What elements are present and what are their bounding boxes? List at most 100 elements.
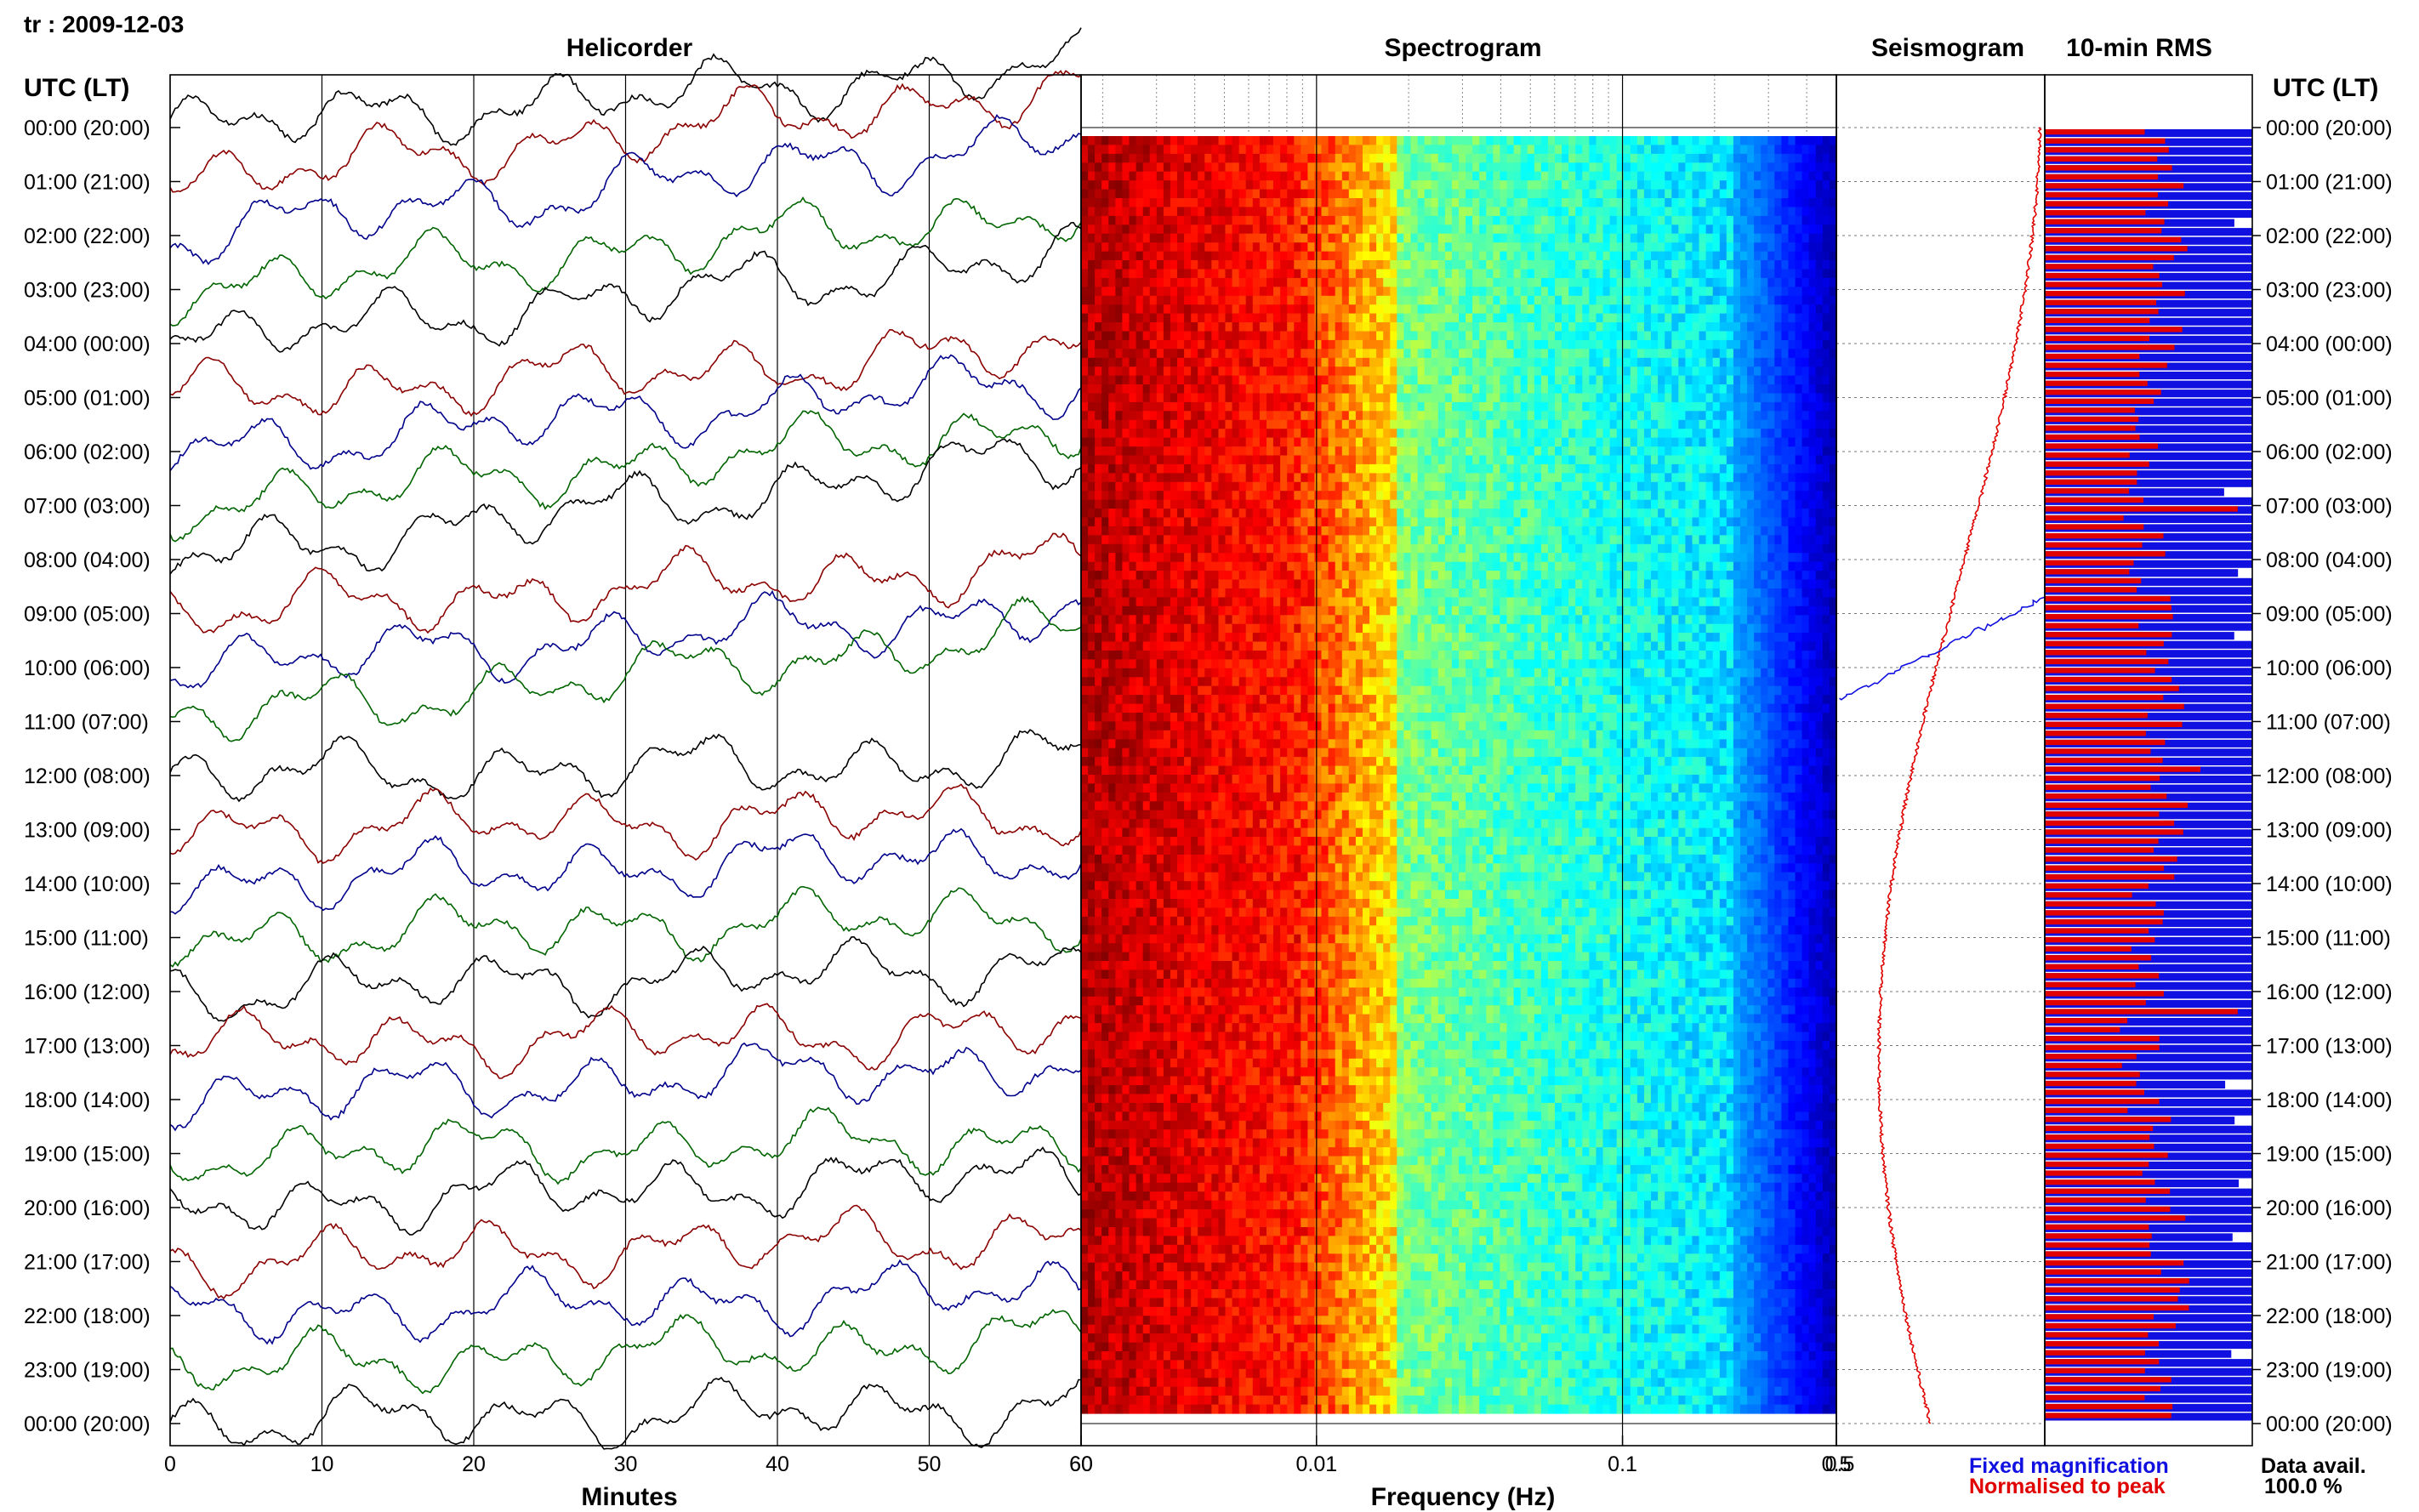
spectrogram-cell [1699,509,1707,519]
spectrogram-cell [1198,375,1205,385]
spectrogram-cell [1562,509,1569,519]
spectrogram-cell [1266,233,1274,243]
spectrogram-cell [1575,233,1583,243]
spectrogram-cell [1767,339,1775,350]
spectrogram-cell [1301,463,1308,474]
spectrogram-cell [1431,269,1439,279]
spectrogram-cell [1671,375,1679,385]
spectrogram-cell [1795,491,1803,501]
spectrogram-cell [1459,349,1466,359]
spectrogram-cell [1726,499,1734,509]
spectrogram-cell [1431,304,1439,315]
spectrogram-cell [1335,499,1343,509]
spectrogram-cell [1252,287,1261,297]
spectrogram-cell [1355,499,1363,509]
spectrogram-cell [1266,225,1274,235]
spectrogram-cell [1218,304,1227,315]
spectrogram-cell [1747,401,1755,412]
spectrogram-cell [1232,393,1240,403]
page-title: tr : 2009-12-03 [24,11,184,37]
spectrogram-cell [1301,277,1308,287]
spectrogram-cell [1266,375,1274,385]
spectrogram-cell [1665,287,1672,297]
spectrogram-cell [1095,357,1102,367]
spectrogram-cell [1184,384,1192,395]
spectrogram-cell [1198,145,1205,155]
spectrogram-cell [1829,189,1837,199]
spectrogram-cell [1602,367,1611,377]
helicorder-trace [169,1376,1081,1450]
spectrogram-cell [1671,357,1679,367]
spectrogram-cell [1705,162,1714,173]
spectrogram-cell [1328,225,1336,235]
spectrogram-cell [1616,517,1625,527]
spectrogram-cell [1466,153,1473,163]
spectrogram-cell [1088,375,1096,385]
spectrogram-cell [1403,225,1412,235]
spectrogram-cell [1540,171,1549,181]
spectrogram-cell [1829,339,1837,350]
spectrogram-cell [1431,233,1439,243]
spectrogram-cell [1671,207,1679,217]
spectrogram-cell [1101,215,1109,225]
spectrogram-cell [1740,481,1748,492]
spectrogram-cell [1705,207,1714,217]
spectrogram-cell [1609,207,1618,217]
spectrogram-cell [1266,269,1274,279]
spectrogram-cell [1582,419,1590,429]
spectrogram-cell [1431,207,1439,217]
spectrogram-cell [1437,260,1446,270]
spectrogram-cell [1397,349,1404,359]
spectrogram-cell [1238,189,1247,199]
spectrogram-cell [1678,455,1686,465]
spectrogram-cell [1767,517,1775,527]
spectrogram-cell [1479,331,1487,341]
spectrogram-cell [1520,375,1528,385]
spectrogram-cell [1616,375,1625,385]
spectrogram-cell [1301,481,1308,492]
spectrogram-cell [1829,153,1837,163]
spectrogram-cell [1795,349,1803,359]
spectrogram-cell [1623,463,1631,474]
spectrogram-cell [1472,401,1480,412]
spectrogram-cell [1767,287,1775,297]
spectrogram-cell [1630,349,1638,359]
spectrogram-cell [1129,136,1137,145]
spectrogram-cell [1726,349,1734,359]
spectrogram-cell [1115,349,1124,359]
spectrogram-cell [1335,153,1343,163]
spectrogram-cell [1108,313,1116,323]
spectrogram-cell [1431,242,1439,253]
spectrogram-cell [1472,145,1480,155]
spectrogram-cell [1390,313,1397,323]
spectrogram-cell [1534,198,1542,207]
spectrogram-cell [1623,242,1631,253]
spectrogram-cell [1170,287,1178,297]
spectrogram-cell [1616,295,1625,305]
helicorder-x-tick-label: 0 [164,1452,176,1476]
spectrogram-cell [1307,153,1316,163]
spectrogram-cell [1369,455,1377,465]
spectrogram-cell [1500,429,1508,439]
spectrogram-cell [1513,171,1522,181]
spectrogram-cell [1815,295,1824,305]
spectrogram-cell [1534,277,1542,287]
spectrogram-cell [1204,269,1212,279]
spectrogram-cell [1156,198,1164,207]
spectrogram-cell [1479,411,1487,421]
spectrogram-cell [1616,429,1625,439]
spectrogram-cell [1204,162,1212,173]
spectrogram-cell [1815,251,1824,261]
spectrogram-cell [1712,171,1721,181]
spectrogram-cell [1225,349,1233,359]
spectrogram-cell [1341,171,1350,181]
spectrogram-cell [1754,313,1762,323]
spectrogram-cell [1665,446,1672,457]
spectrogram-cell [1774,481,1782,492]
spectrogram-cell [1163,313,1171,323]
spectrogram-cell [1156,499,1164,509]
spectrogram-cell [1081,207,1089,217]
spectrogram-cell [1651,473,1659,483]
spectrogram-cell [1801,277,1810,287]
spectrogram-cell [1417,287,1426,297]
